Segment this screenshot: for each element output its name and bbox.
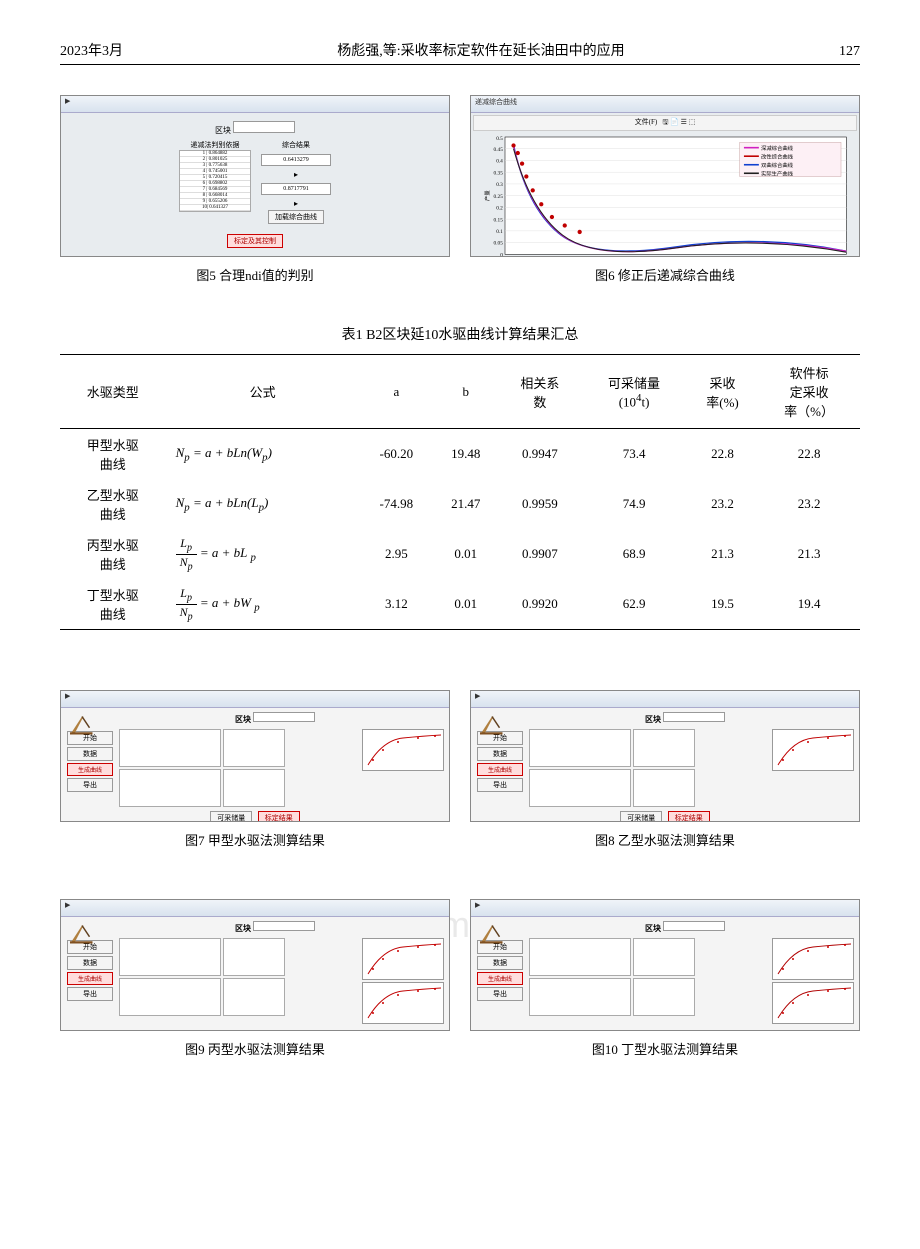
figure-10: ▶区块 开始数据生成曲线导出可采储量 标定结果 图10 丁型水驱法测算结果 [470, 899, 860, 1058]
svg-text:0.2: 0.2 [496, 206, 503, 212]
fig6-chart: 00.050.1 0.150.20.25 0.30.350.4 0.450.5 … [473, 131, 857, 257]
svg-text:0.35: 0.35 [494, 170, 504, 176]
svg-text:0.5: 0.5 [496, 136, 503, 142]
th-reserve: 可采储量(104t) [581, 355, 687, 429]
th-rec: 采收率(%) [687, 355, 758, 429]
svg-text:0.1: 0.1 [496, 229, 503, 235]
fig10-caption: 图10 丁型水驱法测算结果 [470, 1039, 860, 1058]
svg-text:0.45: 0.45 [494, 147, 504, 153]
svg-text:0.25: 0.25 [494, 194, 504, 200]
th-a: a [360, 355, 433, 429]
fig5-calibrate-button[interactable]: 标定及其控制 [227, 234, 283, 248]
svg-text:深减综合曲线: 深减综合曲线 [761, 144, 794, 152]
svg-text:产量: 产量 [483, 190, 491, 201]
header-title: 杨彪强,等:采收率标定软件在延长油田中的应用 [123, 40, 839, 60]
fig5-result-2: 0.8717791 [261, 183, 331, 195]
fig7-caption: 图7 甲型水驱法测算结果 [60, 830, 450, 849]
figure-7: ▶区块 开始数据生成曲线导出可采储量 标定结果 图7 甲型水驱法测算结果 [60, 690, 450, 849]
svg-text:0.3: 0.3 [496, 182, 503, 188]
th-type: 水驱类型 [60, 355, 166, 429]
figure-8: ▶区块 开始数据生成曲线导出可采储量 标定结果 图8 乙型水驱法测算结果 [470, 690, 860, 849]
fig5-block-input[interactable] [233, 121, 295, 133]
table1-title: 表1 B2区块延10水驱曲线计算结果汇总 [60, 324, 860, 344]
fig6-window-title: 递减综合曲线 [471, 96, 859, 113]
header-page: 127 [839, 44, 860, 60]
svg-text:实际生产曲线: 实际生产曲线 [761, 169, 794, 177]
table-row: 甲型水驱曲线Np = a + bLn(Wp)-60.2019.480.99477… [60, 429, 860, 480]
fig5-params-label: 递减法判别依据 [179, 140, 251, 150]
svg-text:双曲综合曲线: 双曲综合曲线 [761, 161, 794, 169]
th-b: b [433, 355, 499, 429]
svg-text:0.4: 0.4 [496, 159, 503, 165]
th-r: 相关系数 [499, 355, 582, 429]
table-row: 丁型水驱曲线LpNp = a + bW p3.120.010.992062.91… [60, 579, 860, 630]
table1: 水驱类型 公式 a b 相关系数 可采储量(104t) 采收率(%) 软件标定采… [60, 354, 860, 630]
th-soft: 软件标定采收率（%） [758, 355, 860, 429]
fig5-window-title: ▶ [61, 96, 449, 113]
fig9-caption: 图9 丙型水驱法测算结果 [60, 1039, 450, 1058]
svg-text:0.05: 0.05 [494, 241, 504, 247]
fig8-caption: 图8 乙型水驱法测算结果 [470, 830, 860, 849]
svg-text:改性综合曲线: 改性综合曲线 [761, 152, 794, 160]
th-formula: 公式 [166, 355, 360, 429]
svg-text:0.15: 0.15 [494, 217, 504, 223]
fig5-block-label: 区块 [215, 126, 231, 135]
fig5-caption: 图5 合理ndi值的判别 [60, 265, 450, 284]
figure-6: 递减综合曲线 文件(F) 🖫 📄 ☰ ⬚ [470, 95, 860, 284]
fig5-data-table: 1 | 0.8648822 | 0.8010253 | 0.775638 4 |… [179, 150, 251, 212]
fig5-result-1: 0.6413279 [261, 154, 331, 166]
header-date: 2023年3月 [60, 40, 123, 60]
table-row: 丙型水驱曲线LpNp = a + bL p2.950.010.990768.92… [60, 529, 860, 579]
fig5-result-label: 综合结果 [261, 140, 331, 150]
fig6-caption: 图6 修正后递减综合曲线 [470, 265, 860, 284]
table-row: 乙型水驱曲线Np = a + bLn(Lp)-74.9821.470.99597… [60, 479, 860, 529]
svg-text:0: 0 [500, 252, 503, 257]
figure-5: ▶ 区块 递减法判别依据 1 | 0.8648822 | 0.8010253 |… [60, 95, 450, 284]
figure-9: ▶区块 开始数据生成曲线导出可采储量 标定结果 图9 丙型水驱法测算结果 [60, 899, 450, 1058]
page-header: 2023年3月 杨彪强,等:采收率标定软件在延长油田中的应用 127 [60, 40, 860, 65]
fig5-load-button[interactable]: 加载综合曲线 [268, 210, 324, 224]
